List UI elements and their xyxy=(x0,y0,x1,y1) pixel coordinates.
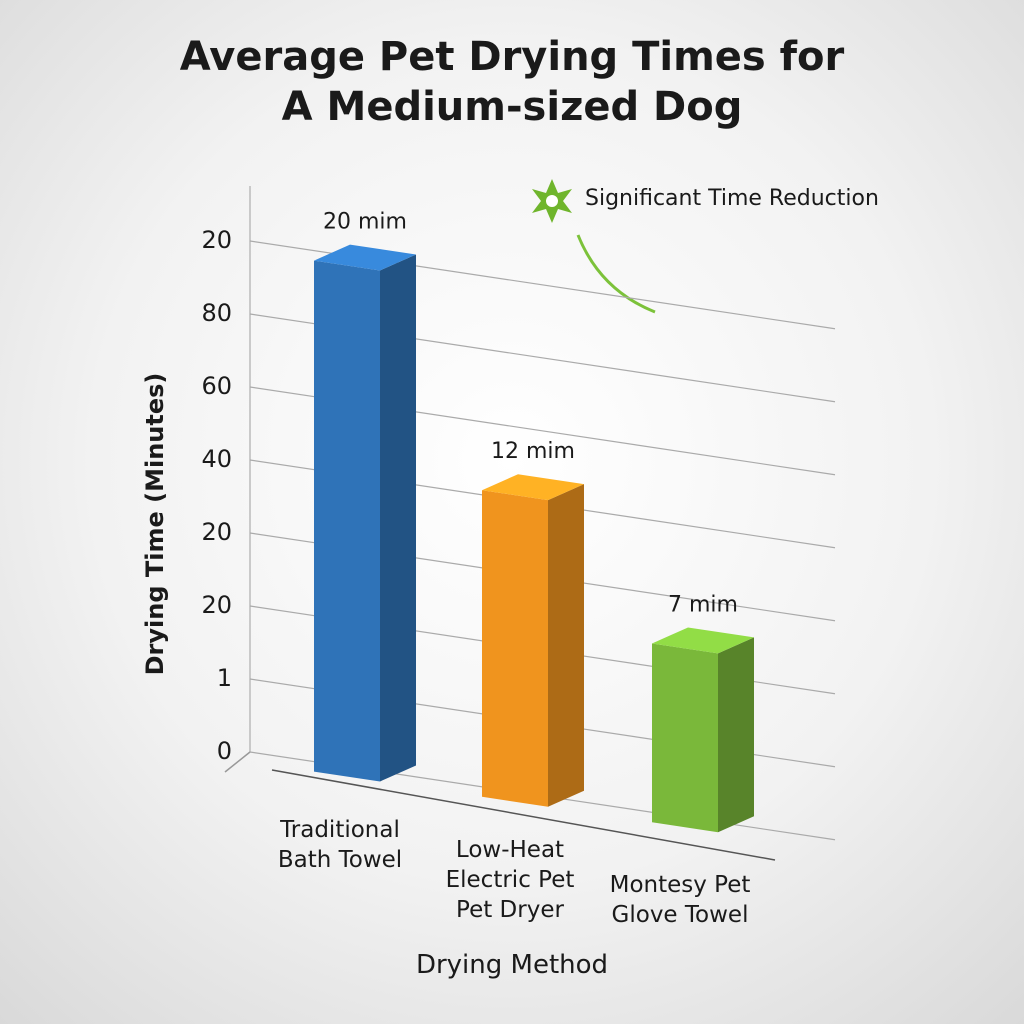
bar-side xyxy=(380,254,416,782)
bar-top xyxy=(314,244,416,271)
bar xyxy=(482,490,548,807)
annotation-arrow xyxy=(576,234,656,314)
y-tick-label: 80 xyxy=(201,299,232,327)
bar xyxy=(314,260,380,782)
y-tick-label: 20 xyxy=(201,226,232,254)
y-tick-label: 0 xyxy=(217,737,232,765)
x-axis-label: Drying Method xyxy=(415,950,609,980)
y-tick-label: 20 xyxy=(201,518,232,546)
bar xyxy=(652,643,718,833)
bar-side xyxy=(718,637,754,833)
x-tick-label: Montesy Pet Glove Towel xyxy=(609,872,751,928)
x-tick-label: Traditional Bath Towel xyxy=(277,817,403,873)
annotation-star xyxy=(532,179,572,223)
value-label: 12 mim xyxy=(491,439,575,464)
value-label: 20 mim xyxy=(323,210,407,235)
x-tick-label: Low-Heat Electric Pet Pet Dryer xyxy=(445,837,575,923)
y-tick-label: 1 xyxy=(217,664,232,692)
x-axis-line xyxy=(271,769,776,861)
y-tick-label: 20 xyxy=(201,591,232,619)
bar-side xyxy=(548,484,584,807)
annotation: Significant Time Reduction xyxy=(585,186,879,211)
bar-top xyxy=(482,474,584,501)
y-tick-label: 40 xyxy=(201,445,232,473)
value-label: 7 mim xyxy=(668,592,738,617)
axis-line xyxy=(224,751,251,773)
y-tick-label: 60 xyxy=(201,372,232,400)
chart-title: Average Pet Drying Times for A Medium-si… xyxy=(179,34,845,130)
bar-top xyxy=(652,627,754,654)
